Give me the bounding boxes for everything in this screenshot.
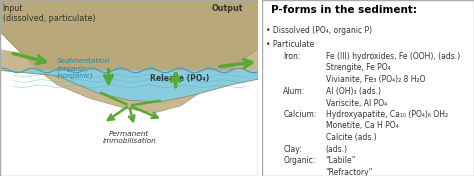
Text: • Particulate: • Particulate <box>266 40 315 49</box>
Text: P-forms in the sediment:: P-forms in the sediment: <box>271 5 417 15</box>
Text: Clay:: Clay: <box>283 145 302 154</box>
Text: “Labile”: “Labile” <box>326 156 356 165</box>
Text: • Dissolved (PO₄, organic P): • Dissolved (PO₄, organic P) <box>266 26 373 34</box>
Text: Monetite, Ca H PO₄: Monetite, Ca H PO₄ <box>326 121 398 130</box>
Polygon shape <box>0 49 258 113</box>
Text: Sedimentation
(organic,
inorganic): Sedimentation (organic, inorganic) <box>57 58 110 79</box>
Text: Vivianite, Fe₃ (PO₄)₂ 8 H₂O: Vivianite, Fe₃ (PO₄)₂ 8 H₂O <box>326 75 425 84</box>
Text: Al (OH)₃ (ads.): Al (OH)₃ (ads.) <box>326 87 381 96</box>
Text: Output: Output <box>212 4 243 12</box>
Text: Alum:: Alum: <box>283 87 306 96</box>
Text: “Refractory”: “Refractory” <box>326 168 373 176</box>
Text: Permanent
immobilisation: Permanent immobilisation <box>102 131 156 144</box>
Text: Calcite (ads.): Calcite (ads.) <box>326 133 376 142</box>
Text: Iron:: Iron: <box>283 52 301 61</box>
Polygon shape <box>0 0 258 113</box>
Text: Strengite, Fe PO₄: Strengite, Fe PO₄ <box>326 63 390 72</box>
Text: Organic:: Organic: <box>283 156 316 165</box>
Polygon shape <box>0 70 258 102</box>
Text: Input
(dissolved, particulate): Input (dissolved, particulate) <box>2 4 95 23</box>
Text: Fe (III) hydroxides, Fe (OOH), (ads.): Fe (III) hydroxides, Fe (OOH), (ads.) <box>326 52 460 61</box>
Text: Hydroxyapatite, Ca₁₀ (PO₄)₆ OH₂: Hydroxyapatite, Ca₁₀ (PO₄)₆ OH₂ <box>326 110 448 119</box>
Text: Calcium:: Calcium: <box>283 110 317 119</box>
Text: Release (PO₄): Release (PO₄) <box>150 74 209 83</box>
Text: (ads.): (ads.) <box>326 145 348 154</box>
Text: Variscite, Al PO₄: Variscite, Al PO₄ <box>326 99 387 108</box>
